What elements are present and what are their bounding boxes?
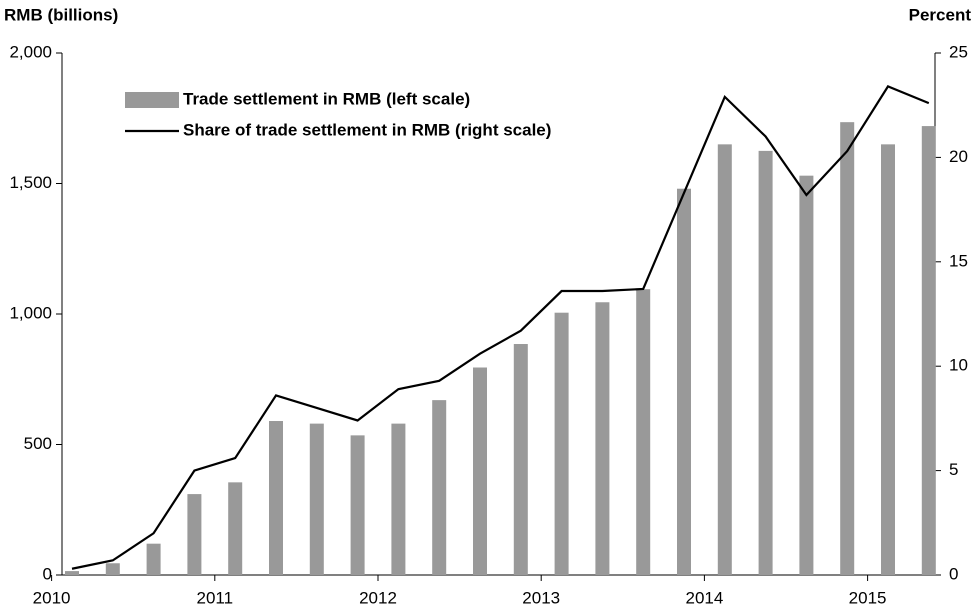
y2-tick-label: 15 — [949, 251, 968, 270]
y-tick-label: 2,000 — [9, 42, 52, 61]
bar — [391, 423, 406, 575]
y2-tick-label: 20 — [949, 147, 968, 166]
bar — [554, 312, 569, 575]
bar — [677, 188, 691, 575]
bar — [799, 175, 814, 576]
y2-axis-label: Percent — [909, 5, 972, 24]
legend-label: Share of trade settlement in RMB (right … — [183, 120, 551, 139]
x-tick-label: 2013 — [522, 588, 560, 607]
legend-label: Trade settlement in RMB (left scale) — [183, 89, 470, 108]
legend-swatch — [125, 92, 179, 108]
y2-tick-label: 25 — [949, 42, 968, 61]
bar — [350, 435, 365, 575]
bar — [269, 421, 283, 575]
bar — [595, 302, 610, 575]
x-tick-label: 2014 — [685, 588, 723, 607]
bar — [840, 122, 855, 575]
x-tick-label: 2015 — [849, 588, 887, 607]
bar — [65, 571, 79, 575]
y2-tick-label: 5 — [949, 460, 958, 479]
line — [71, 85, 930, 570]
bar — [105, 563, 120, 575]
bar — [636, 289, 651, 575]
x-tick-label: 2010 — [33, 588, 71, 607]
bar — [309, 423, 324, 575]
y-axis-label: RMB (billions) — [4, 5, 118, 24]
y2-tick-label: 0 — [949, 564, 958, 583]
y-tick-label: 1,000 — [9, 303, 52, 322]
y-tick-label: 500 — [24, 434, 52, 453]
bar — [473, 367, 487, 575]
bar — [717, 144, 732, 575]
y-tick-label: 1,500 — [9, 173, 52, 192]
bar — [921, 126, 936, 575]
bar — [187, 494, 202, 575]
bar — [432, 400, 447, 575]
bar — [758, 150, 773, 575]
y-tick-label: 0 — [43, 564, 52, 583]
bar — [881, 144, 895, 575]
bar — [513, 344, 528, 575]
bar — [146, 543, 161, 575]
x-tick-label: 2012 — [359, 588, 397, 607]
bar — [228, 482, 243, 575]
y2-tick-label: 10 — [949, 356, 968, 375]
x-tick-label: 2011 — [197, 588, 234, 607]
